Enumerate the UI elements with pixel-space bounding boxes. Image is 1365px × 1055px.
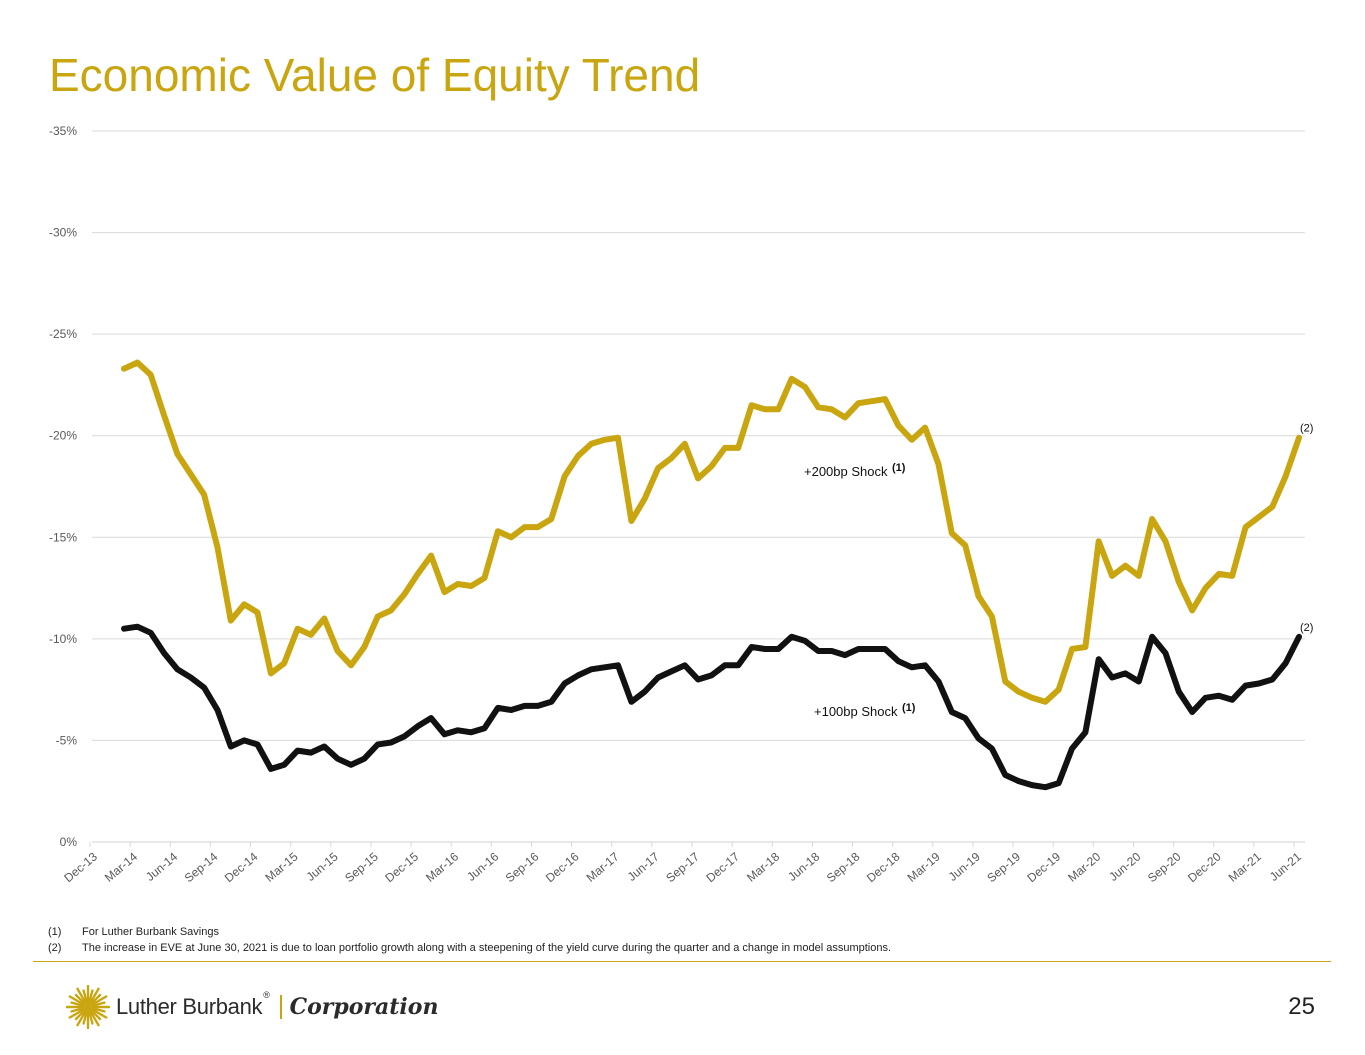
x-tick-label: Dec-14 [222, 849, 261, 885]
logo-ray [91, 1007, 106, 1013]
logo-ray [91, 1008, 108, 1019]
x-tick-label: Sep-19 [984, 849, 1023, 885]
logo-ray [89, 1010, 100, 1027]
series-end-note: (2) [1300, 423, 1313, 435]
logo-ray [70, 1007, 85, 1013]
logo-ray [89, 987, 100, 1004]
footnote-number: (2) [48, 942, 62, 954]
x-tick-label: Mar-17 [584, 849, 622, 884]
series-label-note: (1) [892, 462, 906, 474]
logo-ray [74, 993, 86, 1005]
logo-ray [76, 1010, 87, 1027]
series-line-100bp [121, 623, 1302, 791]
y-tick-label: -15% [49, 530, 77, 544]
series-annotations: (2) (2) +200bp Shock (1) +100bp Shock (1) [804, 423, 1313, 719]
y-tick-label: -35% [49, 124, 77, 138]
logo-wordmark: Luther Burbank® [116, 990, 270, 1019]
y-axis-tick-labels: 0% -5% -10% -15% -20% -25% -30% -35% [49, 124, 77, 849]
x-tick-label: Jun-19 [946, 849, 983, 884]
logo-separator [279, 995, 282, 1019]
logo-ray [82, 989, 88, 1004]
x-tick-label: Sep-15 [342, 849, 381, 885]
y-tick-label: 0% [60, 835, 78, 849]
footnotes: (1) For Luther Burbank Savings (2) The i… [48, 924, 891, 956]
footer-divider [33, 961, 1331, 962]
logo-ray [90, 1009, 102, 1021]
x-tick-label: Sep-16 [503, 849, 542, 885]
x-tick-label: Sep-20 [1145, 849, 1184, 885]
grid-lines [92, 130, 1305, 843]
y-tick-label: -30% [49, 226, 77, 240]
logo-ray [70, 1001, 85, 1007]
logo-division: Corporation [289, 994, 439, 1020]
series-label-200bp: +200bp Shock [804, 464, 888, 479]
logo-ray [68, 1008, 85, 1019]
x-axis: Dec-13 Mar-14 Jun-14 Sep-14 Dec-14 Mar-15 Jun-… [61, 842, 1304, 885]
company-logo: Luther Burbank® Corporation [66, 985, 438, 1029]
x-tick-label: Dec-18 [864, 849, 903, 885]
series-end-note: (2) [1300, 622, 1313, 634]
page-title: Economic Value of Equity Trend [49, 49, 701, 101]
logo-ray [91, 995, 108, 1006]
x-tick-label: Dec-13 [61, 849, 100, 885]
x-tick-label: Sep-18 [824, 849, 863, 885]
x-tick-label: Mar-21 [1226, 849, 1264, 884]
eve-trend-chart: 0%-5%-10%-15%-20%-25%-30%-35% Dec-13 Mar-… [49, 124, 1313, 885]
x-tick-label: Jun-18 [785, 849, 822, 884]
series-lines [121, 359, 1302, 791]
series-line-200bp [121, 359, 1302, 705]
x-tick-label: Jun-14 [143, 849, 180, 884]
x-tick-label: Mar-14 [102, 849, 140, 884]
x-tick-label: Mar-19 [905, 849, 943, 884]
y-tick-label: -25% [49, 327, 77, 341]
x-tick-label: Mar-18 [744, 849, 782, 884]
page-number: 25 [1288, 993, 1315, 1020]
footnote-1: (1) For Luther Burbank Savings [48, 924, 891, 940]
y-tick-label: -10% [49, 632, 77, 646]
logo-ray [68, 995, 85, 1006]
x-tick-label: Jun-16 [464, 849, 501, 884]
x-tick-label: Jun-20 [1106, 849, 1143, 884]
footnote-number: (1) [48, 926, 62, 938]
x-tick-label: Dec-20 [1185, 849, 1224, 885]
footnote-text: The increase in EVE at June 30, 2021 is … [82, 942, 892, 954]
logo-ray [74, 1009, 86, 1021]
x-tick-label: Sep-17 [663, 849, 702, 885]
footnote-text: For Luther Burbank Savings [82, 926, 219, 938]
logo-ray [76, 987, 87, 1004]
x-tick-label: Mar-20 [1065, 849, 1103, 884]
sunburst-logo-icon [66, 985, 110, 1029]
y-tick-label: -20% [49, 429, 77, 443]
y-tick-label: -5% [56, 733, 78, 747]
x-tick-label: Dec-19 [1024, 849, 1063, 885]
x-tick-label: Dec-15 [382, 849, 421, 885]
x-tick-label: Sep-14 [182, 849, 221, 885]
logo-ray [88, 1010, 94, 1025]
logo-ray [82, 1010, 88, 1025]
footnote-2: (2) The increase in EVE at June 30, 2021… [48, 940, 891, 956]
logo-ray [91, 1001, 106, 1007]
x-tick-label: Jun-21 [1267, 849, 1304, 884]
x-tick-label: Jun-15 [304, 849, 341, 884]
logo-ray [88, 989, 94, 1004]
series-label-100bp: +100bp Shock [814, 704, 898, 719]
x-tick-label: Dec-16 [543, 849, 582, 885]
logo-ray [90, 993, 102, 1005]
x-tick-label: Dec-17 [703, 849, 742, 885]
series-label-note: (1) [902, 702, 916, 714]
x-tick-label: Jun-17 [625, 849, 662, 884]
x-tick-label: Mar-15 [262, 849, 300, 884]
x-tick-label: Mar-16 [423, 849, 461, 884]
logo-center [84, 1003, 92, 1011]
